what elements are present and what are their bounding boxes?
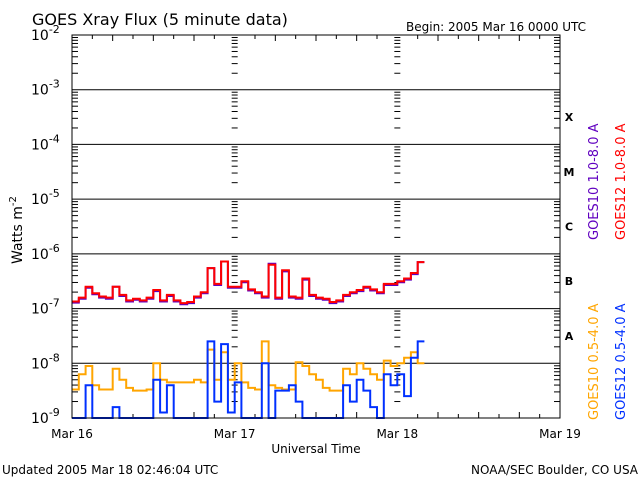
legend: GOES10 1.0-8.0 A GOES12 1.0-8.0 A GOES10 0…: [587, 123, 629, 420]
x-tick-label: Mar 18: [376, 427, 418, 441]
begin-label: Begin: 2005 Mar 16 0000 UTC: [406, 20, 586, 34]
y-tick-exponent: -2: [49, 23, 60, 36]
series-lines: [72, 260, 425, 419]
y-tick-exponent: -8: [49, 351, 60, 364]
flare-class-labels: X M C B A: [564, 111, 575, 343]
y-tick-labels: 10-210-310-410-510-610-710-810-9: [31, 23, 60, 427]
x-tick-label: Mar 17: [214, 427, 256, 441]
y-tick-exponent: -4: [49, 132, 60, 145]
y-tick-base: 10: [31, 137, 49, 153]
flare-class-a: A: [565, 330, 574, 343]
y-tick-exponent: -3: [49, 78, 60, 91]
y-tick-exponent: -9: [49, 406, 60, 419]
y-tick-label: 10-9: [31, 406, 60, 427]
axis-ticks: [72, 35, 560, 418]
y-tick-label: 10-2: [31, 23, 60, 44]
y-tick-exponent: -7: [49, 297, 60, 310]
flare-class-c: C: [565, 221, 573, 234]
legend-entry: GOES12 1.0-8.0 A: [614, 123, 629, 240]
footer-credit: NOAA/SEC Boulder, CO USA: [471, 463, 639, 477]
x-axis-label: Universal Time: [271, 442, 360, 456]
x-tick-labels: Mar 16 Mar 17 Mar 18 Mar 19: [51, 427, 581, 441]
y-tick-base: 10: [31, 28, 49, 44]
y-tick-exponent: -6: [49, 242, 60, 255]
y-tick-label: 10-5: [31, 187, 60, 208]
x-tick-label: Mar 16: [51, 427, 93, 441]
y-tick-label: 10-7: [31, 297, 60, 318]
flare-class-b: B: [565, 275, 573, 288]
y-tick-label: 10-3: [31, 78, 60, 99]
plot-frame: [71, 34, 561, 419]
y-tick-base: 10: [31, 302, 49, 318]
series-line-goes10-0-5-4-0-a: [72, 340, 425, 392]
flare-class-m: M: [564, 166, 575, 179]
y-tick-base: 10: [31, 247, 49, 263]
legend-entry: GOES10 1.0-8.0 A: [587, 123, 602, 240]
y-tick-label: 10-6: [31, 242, 60, 263]
y-tick-base: 10: [31, 411, 49, 427]
y-tick-label: 10-8: [31, 351, 60, 372]
flare-class-x: X: [565, 111, 574, 124]
y-tick-label: 10-4: [31, 132, 60, 153]
chart-title: GOES Xray Flux (5 minute data): [32, 10, 288, 29]
y-axis-label-sup: -2: [8, 196, 19, 206]
series-line-goes12-1-0-8-0-a: [72, 260, 425, 305]
legend-entry: GOES10 0.5-4.0 A: [587, 303, 602, 420]
y-tick-base: 10: [31, 192, 49, 208]
y-tick-exponent: -5: [49, 187, 60, 200]
x-tick-label: Mar 19: [539, 427, 581, 441]
footer-updated: Updated 2005 Mar 18 02:46:04 UTC: [2, 463, 218, 477]
y-tick-base: 10: [31, 356, 49, 372]
grid-lines: [72, 34, 560, 419]
y-axis-label-text: Watts m: [10, 206, 26, 264]
y-axis-label: Watts m-2: [8, 196, 26, 264]
y-tick-base: 10: [31, 83, 49, 99]
legend-entry: GOES12 0.5-4.0 A: [614, 303, 629, 420]
